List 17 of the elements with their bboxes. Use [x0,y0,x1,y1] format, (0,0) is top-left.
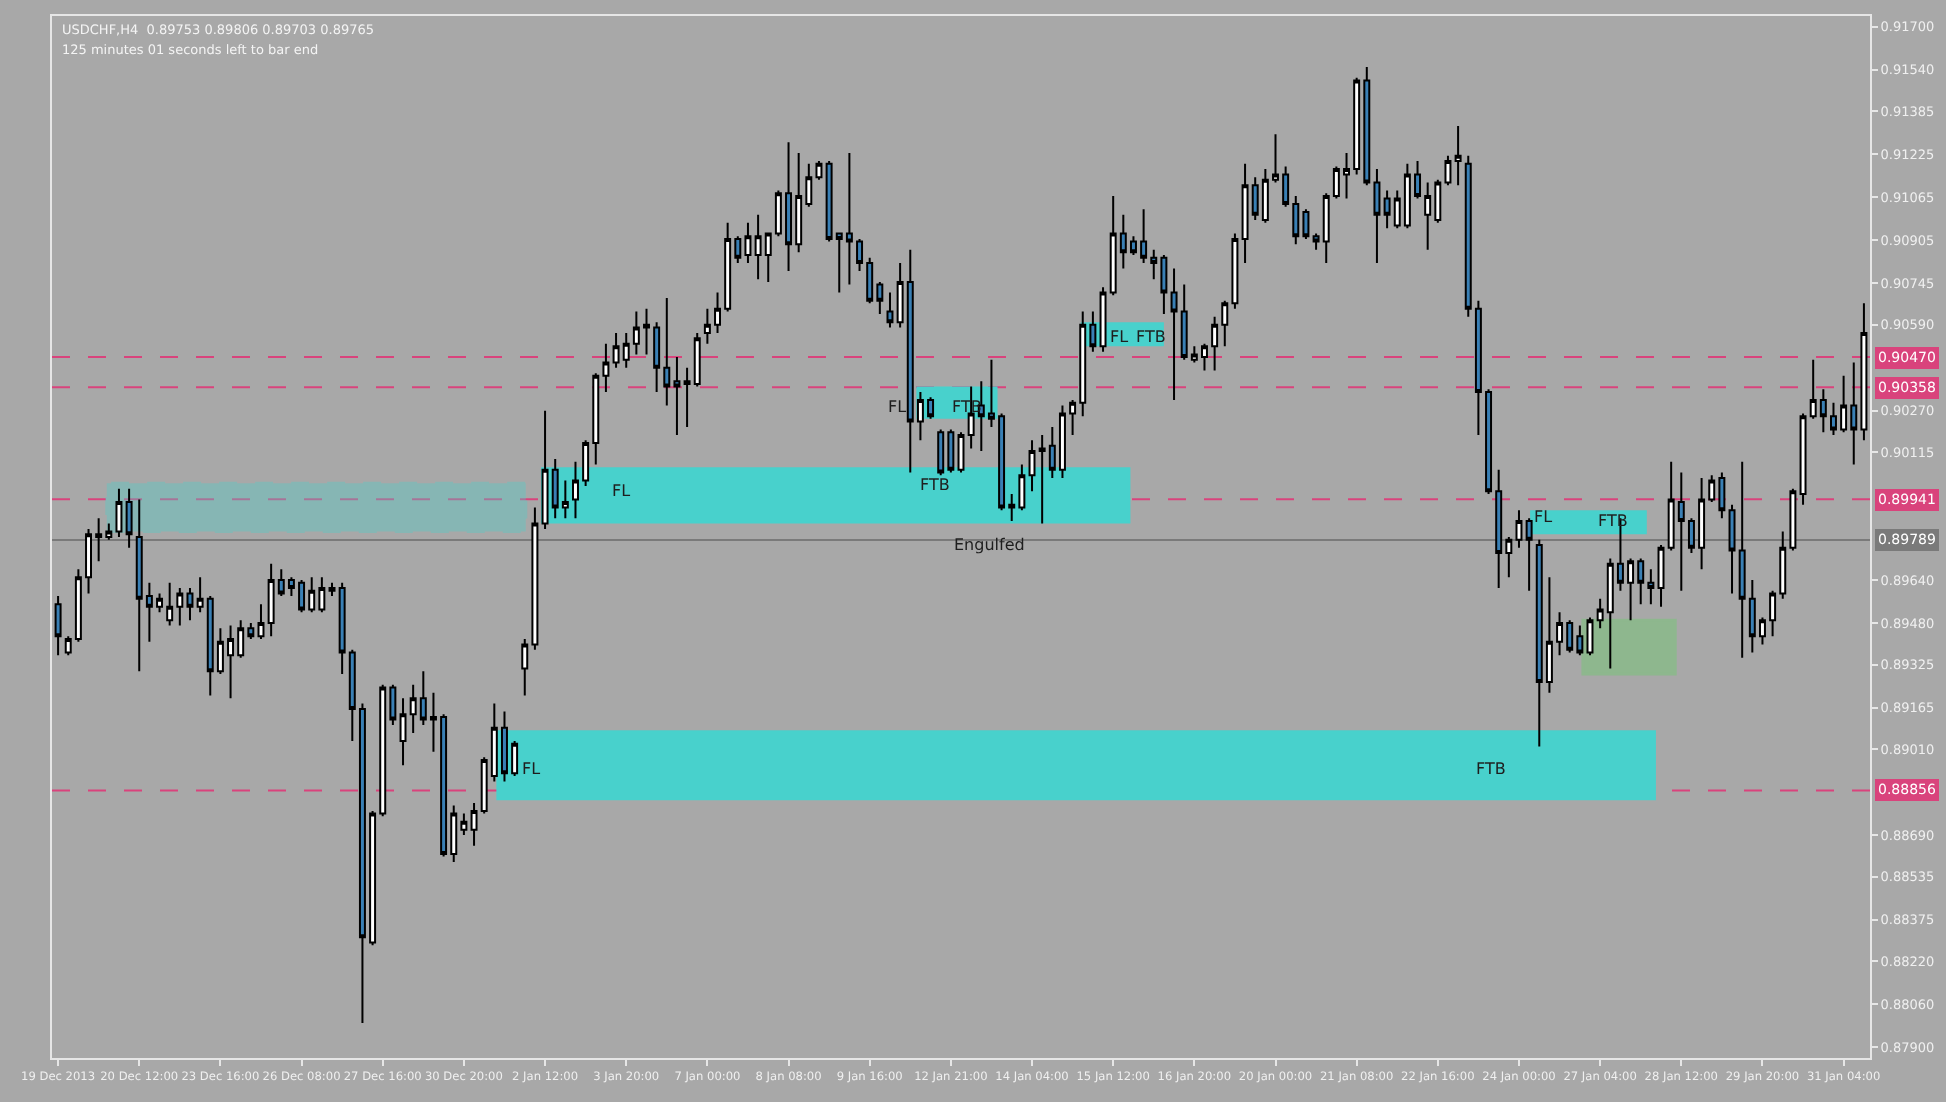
candlestick [886,291,894,329]
candlestick [1515,509,1523,549]
annotation: FTB [920,476,950,494]
annotation: FTB [1598,512,1628,530]
annotation: FL [1534,508,1554,526]
annotation: FTB [1476,760,1506,778]
annotation: Engulfed [954,536,1025,554]
annotation: FTB [1136,328,1166,346]
annotation: FL [612,482,632,500]
candlestick [54,595,62,657]
annotation: FL [888,398,908,416]
annotation: FL [1110,328,1130,346]
candlestick [257,603,265,641]
candlestick [1454,125,1462,187]
annotation: FL [522,760,542,778]
candlestick [125,487,133,549]
candlestick [1525,517,1533,592]
